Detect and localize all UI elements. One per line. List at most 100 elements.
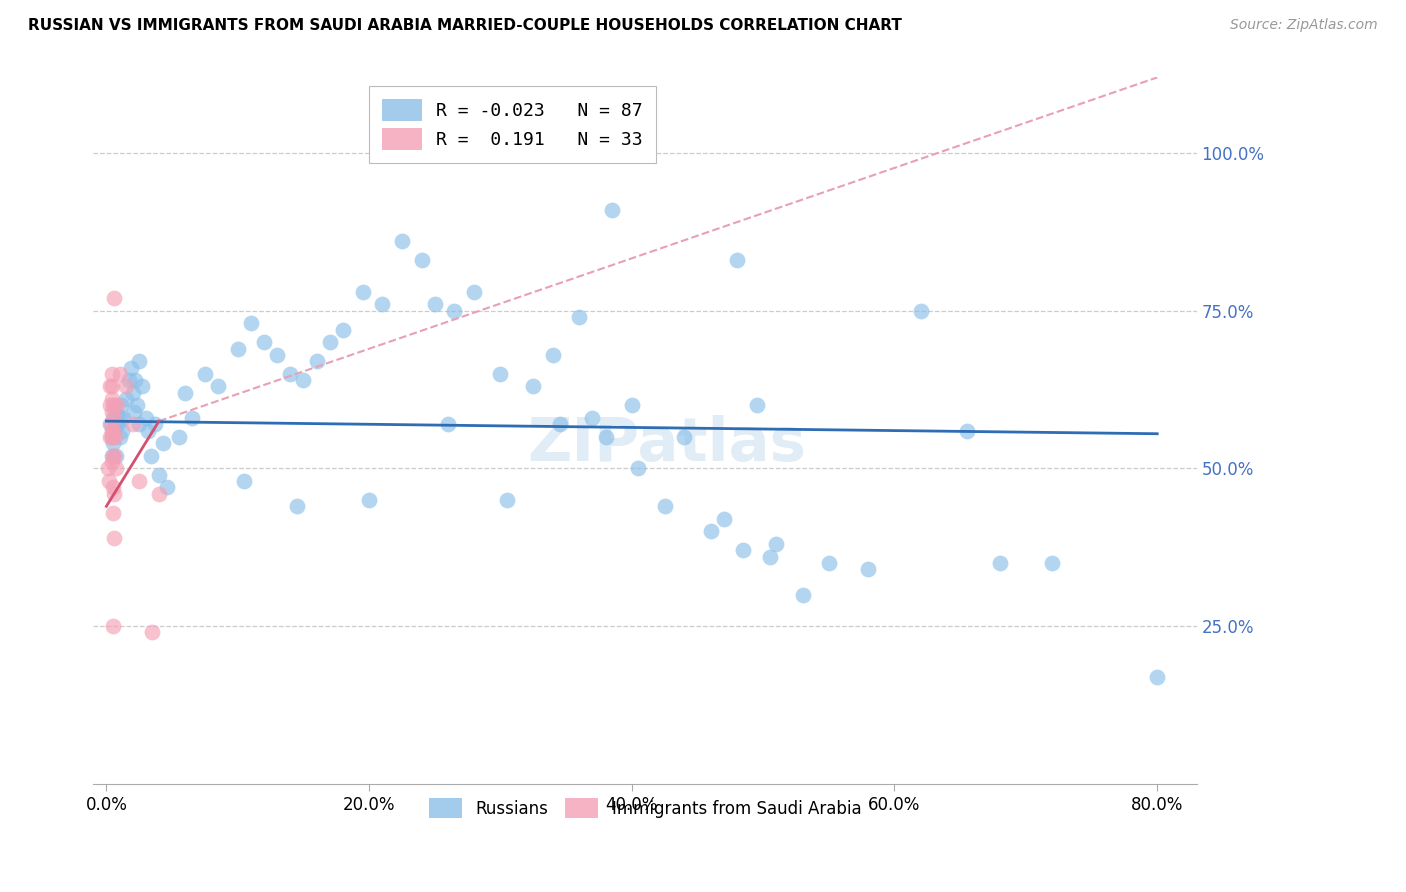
Point — [489, 367, 512, 381]
Point — [180, 411, 202, 425]
Point — [910, 303, 932, 318]
Point — [817, 556, 839, 570]
Point — [107, 417, 129, 432]
Point — [143, 417, 166, 432]
Point — [384, 134, 406, 148]
Point — [437, 417, 460, 432]
Point — [101, 379, 124, 393]
Point — [125, 398, 148, 412]
Point — [654, 500, 676, 514]
Point — [101, 424, 124, 438]
Point — [713, 512, 735, 526]
Text: RUSSIAN VS IMMIGRANTS FROM SAUDI ARABIA MARRIED-COUPLE HOUSEHOLDS CORRELATION CH: RUSSIAN VS IMMIGRANTS FROM SAUDI ARABIA … — [28, 18, 903, 33]
Point — [673, 430, 696, 444]
Point — [115, 392, 138, 406]
Point — [352, 285, 374, 299]
Point — [128, 474, 150, 488]
Text: Source: ZipAtlas.com: Source: ZipAtlas.com — [1230, 18, 1378, 32]
Point — [122, 405, 145, 419]
Point — [423, 297, 446, 311]
Point — [745, 398, 768, 412]
Point — [138, 424, 160, 438]
Point — [98, 474, 121, 488]
Point — [104, 417, 127, 432]
Point — [111, 424, 134, 438]
Legend: Russians, Immigrants from Saudi Arabia: Russians, Immigrants from Saudi Arabia — [422, 791, 868, 825]
Point — [1040, 556, 1063, 570]
Point — [148, 486, 170, 500]
Point — [194, 367, 217, 381]
Point — [108, 367, 131, 381]
Point — [115, 379, 138, 393]
Point — [120, 360, 142, 375]
Point — [98, 398, 121, 412]
Point — [792, 588, 814, 602]
Point — [292, 373, 315, 387]
Point — [101, 506, 124, 520]
Point — [98, 417, 121, 432]
Point — [765, 537, 787, 551]
Point — [443, 303, 465, 318]
Point — [627, 461, 650, 475]
Point — [103, 486, 125, 500]
Point — [103, 291, 125, 305]
Point — [103, 531, 125, 545]
Point — [100, 392, 122, 406]
Point — [233, 474, 256, 488]
Point — [104, 449, 127, 463]
Point — [124, 373, 146, 387]
Point — [100, 449, 122, 463]
Point — [121, 417, 143, 432]
Point — [152, 436, 174, 450]
Point — [105, 408, 128, 422]
Point — [581, 411, 603, 425]
Point — [101, 619, 124, 633]
Point — [101, 436, 124, 450]
Point — [463, 285, 485, 299]
Point — [174, 385, 197, 400]
Point — [100, 417, 122, 432]
Point — [496, 492, 519, 507]
Point — [135, 411, 157, 425]
Point — [699, 524, 721, 539]
Point — [98, 379, 121, 393]
Point — [858, 562, 880, 576]
Point — [101, 449, 124, 463]
Point — [139, 449, 162, 463]
Point — [103, 424, 125, 438]
Point — [156, 480, 179, 494]
Point — [522, 379, 544, 393]
Point — [148, 467, 170, 482]
Point — [239, 317, 262, 331]
Point — [568, 310, 591, 324]
Point — [1146, 669, 1168, 683]
Point — [118, 373, 141, 387]
Point — [600, 202, 623, 217]
Point — [359, 492, 381, 507]
Point — [305, 354, 328, 368]
Point — [128, 417, 150, 432]
Point — [988, 556, 1011, 570]
Point — [332, 323, 354, 337]
Point — [103, 411, 125, 425]
Point — [101, 455, 124, 469]
Point — [105, 398, 128, 412]
Point — [108, 411, 131, 425]
Point — [128, 354, 150, 368]
Point — [167, 430, 190, 444]
Point — [100, 424, 122, 438]
Point — [318, 335, 340, 350]
Point — [278, 367, 301, 381]
Point — [595, 430, 617, 444]
Point — [101, 405, 124, 419]
Point — [121, 385, 143, 400]
Point — [103, 398, 125, 412]
Point — [108, 430, 131, 444]
Point — [100, 367, 122, 381]
Point — [98, 430, 121, 444]
Point — [391, 235, 413, 249]
Text: ZIPatlas: ZIPatlas — [527, 415, 807, 475]
Point — [411, 253, 433, 268]
Point — [207, 379, 229, 393]
Point — [371, 297, 394, 311]
